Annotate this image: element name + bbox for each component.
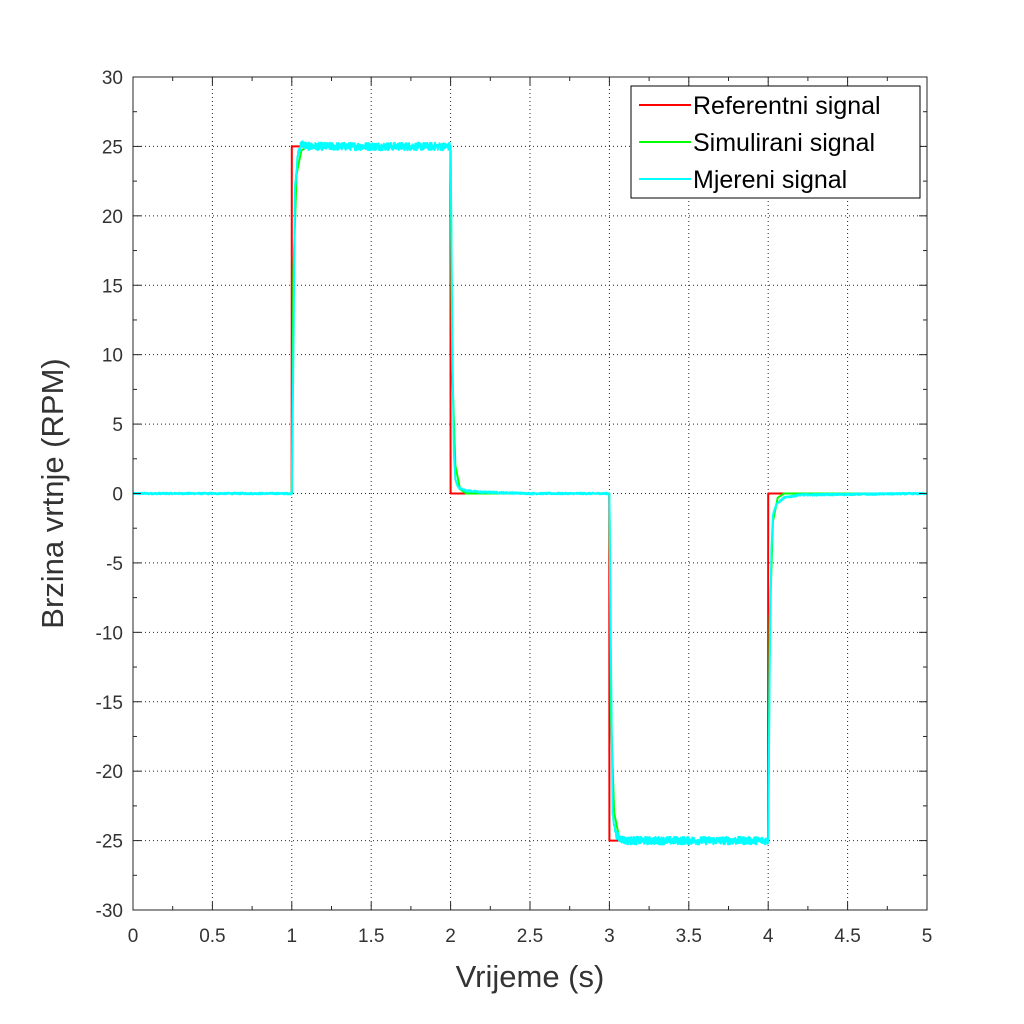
series-group [132,140,928,846]
legend-label-1: Simulirani signal [693,129,875,157]
y-tick-label: -5 [106,554,123,575]
y-tick-label: 15 [102,276,123,297]
x-tick-label: 2 [445,926,456,947]
x-tick-label: 0.5 [199,926,225,947]
y-tick-label: -15 [96,693,123,714]
x-tick-label: 3.5 [676,926,702,947]
y-tick-label: 5 [112,415,123,436]
x-tick-label: 4 [763,926,774,947]
y-tick-label: 30 [102,68,123,89]
y-tick-label: -30 [96,901,123,922]
x-tick-label: 4.5 [834,926,860,947]
legend-label-0: Referentni signal [693,92,881,120]
x-axis-label: Vrijeme (s) [456,959,605,994]
y-axis-label: Brzina vrtnje (RPM) [35,358,70,628]
y-tick-label: 0 [112,485,123,506]
x-tick-label: 1.5 [358,926,384,947]
y-tick-label: -25 [96,832,123,853]
legend: Referentni signal Simulirani signal Mjeren… [630,85,921,199]
x-tick-label: 1 [287,926,298,947]
y-tick-label: -10 [96,623,123,644]
series-line-2 [132,140,928,846]
y-tick-label: 10 [102,346,123,367]
x-tick-label: 0 [128,926,139,947]
y-tick-label: 25 [102,137,123,158]
x-tick-label: 5 [922,926,933,947]
x-tick-label: 2.5 [517,926,543,947]
y-tick-labels: 30 25 20 15 10 5 0 -5 -10 -15 -20 -25 -30 [96,68,123,922]
x-tick-label: 3 [604,926,615,947]
y-tick-label: -20 [96,762,123,783]
x-tick-labels: 0 0.5 1 1.5 2 2.5 3 3.5 4 4.5 5 [128,926,933,947]
y-tick-label: 20 [102,207,123,228]
legend-label-2: Mjereni signal [693,166,847,194]
axis-ticks [132,76,928,911]
